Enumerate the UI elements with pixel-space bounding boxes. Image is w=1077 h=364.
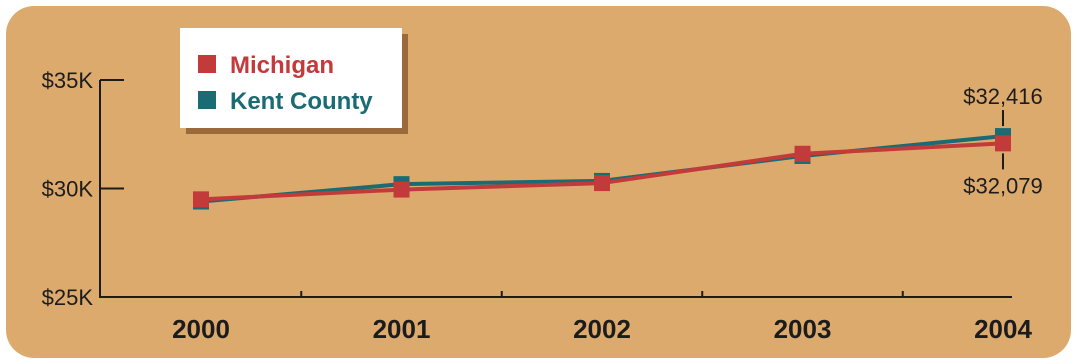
data-point-marker bbox=[995, 135, 1011, 152]
x-ticks: 2000 2001 2002 2003 2004 bbox=[172, 291, 1032, 344]
annotation-label: $32,079 bbox=[963, 173, 1043, 198]
y-tick-label: $25K bbox=[42, 285, 94, 310]
x-tick-label: 2004 bbox=[974, 314, 1032, 344]
legend-swatch bbox=[198, 91, 216, 109]
y-tick-label: $35K bbox=[42, 68, 94, 93]
data-point-marker bbox=[193, 191, 209, 208]
x-tick-label: 2001 bbox=[373, 314, 431, 344]
series-layer bbox=[193, 128, 1011, 210]
legend-swatch bbox=[198, 55, 216, 73]
data-point-marker bbox=[594, 175, 610, 192]
annotation-label: $32,416 bbox=[963, 84, 1043, 109]
data-point-marker bbox=[393, 181, 410, 198]
x-tick-label: 2003 bbox=[774, 314, 832, 344]
legend-label: Kent County bbox=[230, 88, 373, 115]
legend: Michigan Kent County bbox=[180, 28, 408, 134]
legend-label: Michigan bbox=[230, 52, 334, 79]
legend-items: Michigan Kent County bbox=[198, 52, 373, 115]
x-tick-label: 2000 bbox=[172, 314, 230, 344]
x-tick-label: 2002 bbox=[573, 314, 631, 344]
annotation-layer: $32,416 $32,079 bbox=[963, 84, 1043, 198]
legend-box bbox=[180, 28, 402, 128]
y-tick-label: $30K bbox=[42, 177, 94, 202]
y-ticks: $25K $30K $35K bbox=[42, 68, 124, 310]
data-point-marker bbox=[794, 145, 811, 162]
